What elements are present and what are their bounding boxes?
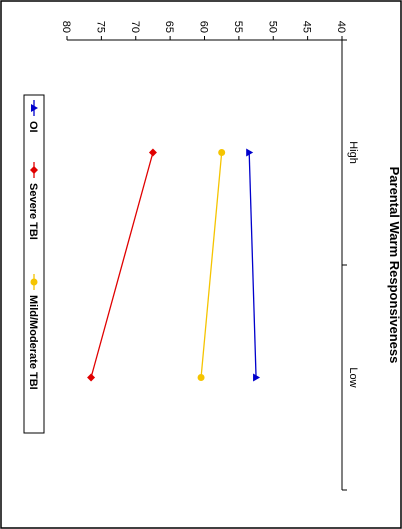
data-point-oi [246,148,254,157]
y-tick-label: 80 [60,21,72,33]
y-tick-label: 50 [266,21,278,33]
y-axis-ticks: 40 45 50 55 60 65 70 75 80 [60,21,347,40]
x-tick-label: High [347,141,359,164]
legend-box [23,94,45,434]
y-tick-label: 55 [232,21,244,33]
series-line-oi [248,152,257,378]
legend-label-oi: OI [27,121,39,133]
data-point-severe-tbi [148,148,157,157]
legend: OI Severe TBI Mild/Moderate TBI [23,94,45,434]
series-layer [87,148,261,382]
data-point-mild-moderate-tbi [218,149,226,156]
y-tick-label: 45 [301,21,313,33]
x-tick-label: Low [347,367,359,387]
legend-marker-mild-moderate-tbi [30,278,38,286]
legend-marker-oi [31,104,38,112]
chart-root: Parental Warm Responsiveness 40 45 50 55 60 6… [23,21,402,491]
chart-title: Parental Warm Responsiveness [387,167,402,364]
legend-marker-severe-tbi [30,166,38,174]
series-line-mild-moderate-tbi [200,152,223,378]
data-point-oi [253,373,261,382]
x-axis-ticks: High Low [342,39,359,491]
y-tick-label: 75 [94,21,106,33]
legend-label-severe-tbi: Severe TBI [27,183,39,240]
series-line-severe-tbi [90,152,154,378]
data-point-mild-moderate-tbi [197,374,205,381]
y-tick-label: 60 [198,21,210,33]
y-tick-label: 65 [163,21,175,33]
data-point-severe-tbi [87,373,96,382]
y-tick-label: 70 [129,21,141,33]
legend-label-mild-moderate-tbi: Mild/Moderate TBI [27,295,39,390]
y-tick-label: 40 [335,21,347,33]
